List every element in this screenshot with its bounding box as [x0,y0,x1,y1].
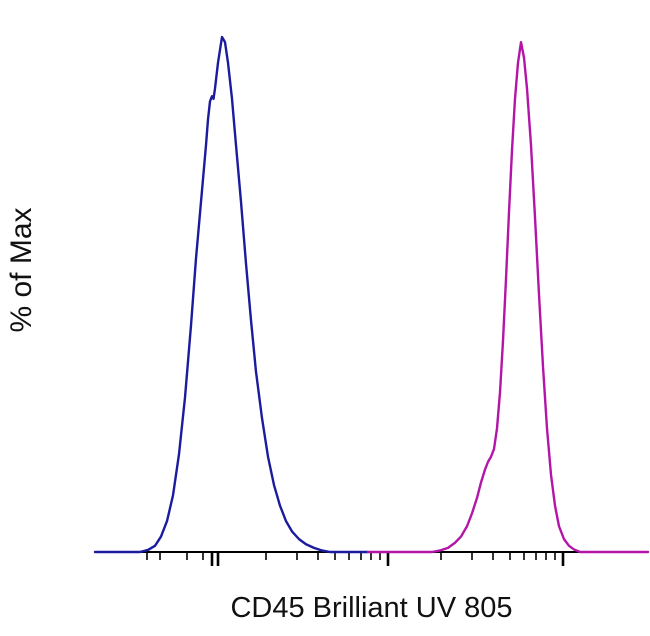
x-axis-label: CD45 Brilliant UV 805 [230,592,513,624]
histogram-curve-magenta-peak [366,40,650,554]
histogram-curve-blue-peak [93,35,370,554]
